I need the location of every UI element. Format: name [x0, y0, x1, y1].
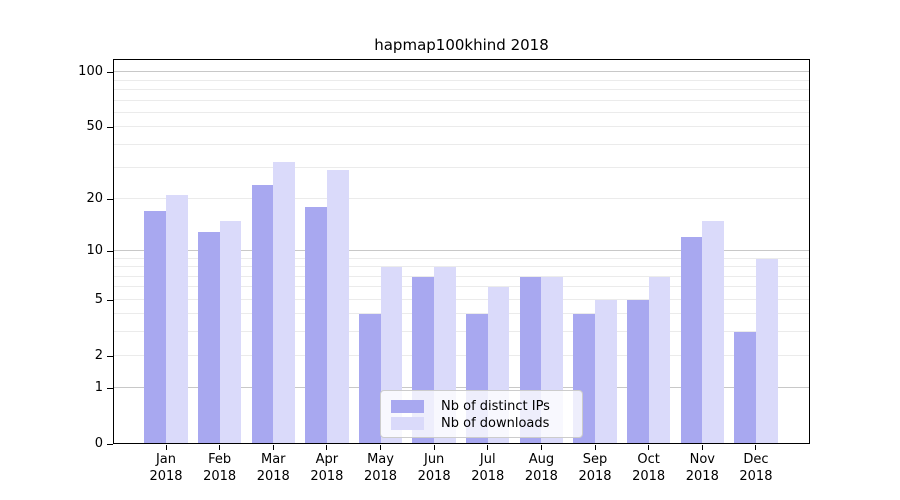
major-gridline	[113, 71, 810, 73]
y-tick-mark	[107, 299, 113, 301]
y-tick-mark	[107, 355, 113, 357]
legend-item-distinct-ips: Nb of distinct IPs	[391, 398, 572, 415]
x-tick-label: Oct 2018	[632, 452, 666, 484]
minor-gridline	[113, 99, 810, 101]
bar	[166, 195, 188, 444]
minor-gridline	[113, 79, 810, 81]
y-tick-mark	[107, 388, 113, 390]
bar	[734, 332, 756, 444]
x-tick-label: Jul 2018	[471, 452, 505, 484]
y-tick-label: 100	[78, 64, 103, 80]
y-tick-label: 50	[86, 119, 103, 135]
y-tick-mark	[107, 444, 113, 445]
bar	[326, 170, 349, 444]
x-tick-label: Feb 2018	[203, 452, 237, 484]
major-gridline	[113, 249, 810, 251]
legend: Nb of distinct IPs Nb of downloads	[380, 390, 583, 438]
y-tick-mark	[107, 127, 113, 129]
bar	[197, 231, 220, 444]
minor-gridline	[113, 112, 810, 113]
legend-item-downloads: Nb of downloads	[391, 415, 572, 432]
minor-gridline	[113, 266, 810, 268]
x-tick-mark	[380, 445, 382, 450]
minor-gridline	[113, 197, 810, 199]
y-tick-mark	[107, 72, 113, 74]
x-tick-mark	[701, 445, 703, 450]
legend-label-downloads: Nb of downloads	[441, 416, 550, 431]
x-tick-mark	[755, 445, 757, 450]
minor-gridline	[113, 331, 810, 333]
bar	[305, 206, 327, 444]
bar	[358, 314, 381, 444]
bar	[648, 276, 671, 444]
x-tick-label: Dec 2018	[739, 452, 773, 484]
y-tick-label: 2	[94, 347, 103, 363]
x-tick-mark	[648, 445, 650, 450]
y-tick-label: 0	[94, 436, 103, 451]
minor-gridline	[113, 126, 810, 128]
x-tick-mark	[326, 445, 328, 450]
x-tick-label: Nov 2018	[685, 452, 719, 484]
x-tick-mark	[272, 445, 274, 450]
x-tick-label: Jun 2018	[417, 452, 451, 484]
y-tick-mark	[107, 250, 113, 252]
minor-gridline	[113, 89, 810, 91]
plot-area	[113, 59, 810, 444]
bar	[626, 299, 649, 444]
x-tick-mark	[219, 445, 221, 450]
chart-title: hapmap100khind 2018	[374, 36, 549, 54]
bar	[273, 162, 295, 444]
bar	[144, 211, 166, 444]
minor-gridline	[113, 144, 810, 145]
x-tick-label: Jan 2018	[149, 452, 183, 484]
bar	[595, 299, 617, 444]
minor-gridline	[113, 275, 810, 277]
x-tick-mark	[433, 445, 435, 450]
major-gridline	[113, 387, 810, 389]
bar	[680, 237, 703, 444]
legend-label-distinct-ips: Nb of distinct IPs	[441, 399, 550, 414]
bar	[251, 184, 274, 444]
y-tick-mark	[107, 198, 113, 200]
x-tick-mark	[165, 445, 167, 450]
minor-gridline	[113, 354, 810, 356]
bar	[755, 258, 778, 444]
bar	[702, 220, 724, 444]
x-tick-mark	[540, 445, 542, 450]
minor-gridline	[113, 166, 810, 168]
minor-gridline	[113, 313, 810, 315]
minor-gridline	[113, 257, 810, 259]
legend-swatch-distinct-ips	[391, 400, 424, 413]
y-tick-label: 20	[86, 190, 103, 206]
minor-gridline	[113, 298, 810, 300]
y-tick-label: 1	[94, 380, 103, 396]
x-tick-mark	[594, 445, 596, 450]
x-tick-label: Sep 2018	[578, 452, 612, 484]
x-tick-label: Aug 2018	[524, 452, 558, 484]
legend-swatch-downloads	[391, 417, 424, 430]
x-tick-label: May 2018	[363, 452, 398, 484]
x-tick-label: Mar 2018	[256, 452, 290, 484]
x-tick-mark	[487, 445, 489, 450]
x-tick-label: Apr 2018	[310, 452, 344, 484]
y-tick-label: 10	[86, 242, 103, 258]
bar	[219, 220, 242, 444]
y-tick-label: 5	[94, 291, 103, 307]
minor-gridline	[113, 286, 810, 288]
